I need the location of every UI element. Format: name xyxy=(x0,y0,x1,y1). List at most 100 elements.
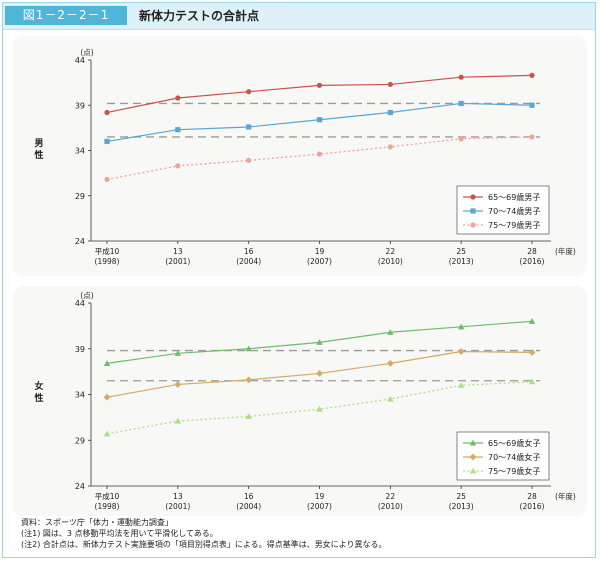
x-tick-label: 16 xyxy=(244,247,254,256)
x-tick-label: 25 xyxy=(456,247,466,256)
y-tick-label: 24 xyxy=(75,237,85,246)
footnotes: 資料：スポーツ庁「体力・運動能力調査」 (注1) 図は、3 点移動平均法を用いて… xyxy=(21,517,386,550)
data-point xyxy=(104,138,110,145)
y-tick-label: 34 xyxy=(75,391,85,400)
figure-number: 図1－2－2－1 xyxy=(5,6,127,25)
y-tick-label: 39 xyxy=(75,101,85,110)
legend-marker xyxy=(469,467,477,474)
data-point xyxy=(387,109,393,116)
x-tick-label: 19 xyxy=(315,247,325,256)
legend-marker xyxy=(469,453,477,461)
data-point xyxy=(316,370,323,377)
x-tick-label: 25 xyxy=(456,492,466,501)
data-point xyxy=(458,74,464,80)
male-chart-panel: 24 29 34 39 44 (点) 平成10 (1998) 13 (2001) 16 (2004) 1… xyxy=(13,36,587,276)
data-point xyxy=(245,376,253,384)
data-point xyxy=(316,151,323,157)
x-tick-label-year: (2016) xyxy=(520,257,545,266)
figure-frame: 図1－2－2－1 新体力テストの合計点 24 29 34 39 44 (点) 平成10 (19… xyxy=(2,2,596,558)
series-line xyxy=(106,136,533,181)
data-point xyxy=(316,339,323,345)
data-point xyxy=(175,127,181,133)
x-tick-label-year: (2013) xyxy=(449,257,474,266)
data-point xyxy=(386,359,394,367)
data-point xyxy=(174,381,182,388)
data-point xyxy=(316,82,323,88)
x-tick-label: 28 xyxy=(527,247,537,256)
x-tick-label: 13 xyxy=(173,492,183,501)
series-line xyxy=(106,74,533,114)
y-tick-label: 44 xyxy=(75,56,85,65)
x-tick-label-year: (2010) xyxy=(378,257,403,266)
figure-title: 新体力テストの合計点 xyxy=(139,9,260,23)
panel-label: 女 xyxy=(34,380,43,392)
x-axis-label: (年度) xyxy=(555,246,576,256)
legend-marker xyxy=(470,222,476,228)
panel-label: 性 xyxy=(34,392,43,404)
x-tick-label: 16 xyxy=(244,492,254,501)
data-point xyxy=(529,134,535,140)
data-point xyxy=(528,318,536,324)
x-tick-label: 13 xyxy=(173,247,183,256)
legend-marker xyxy=(469,439,477,446)
y-tick-label: 24 xyxy=(75,482,85,491)
data-point xyxy=(103,393,111,401)
legend-label: 70～74歳女子 xyxy=(488,452,540,462)
legend-label: 75～79歳男子 xyxy=(488,220,540,230)
panel-label: 性 xyxy=(34,149,43,161)
legend-label: 65～69歳男子 xyxy=(488,192,540,202)
x-tick-label-year: (2013) xyxy=(449,502,474,511)
data-point xyxy=(457,348,465,355)
data-point xyxy=(316,117,323,123)
data-point xyxy=(245,413,252,420)
data-point xyxy=(174,417,182,424)
y-tick-label: 34 xyxy=(75,147,85,156)
female-line-chart: 24 29 34 39 44(点) 平成10(1998) 13(2001) 16(2004) 1… xyxy=(34,291,576,511)
data-point xyxy=(387,144,393,150)
legend: 65～69歳女子 70～74歳女子 75～79歳女子 xyxy=(456,431,550,481)
female-chart-panel: 24 29 34 39 44 (点) 平成10 (1998) 13 (2001) 16 (2004) 1… xyxy=(13,286,587,516)
x-tick-label-year: (2004) xyxy=(236,502,261,511)
male-line-chart: 24 29 34 39 44(点) 平成10(1998) 13(2001) 16(2004) 1… xyxy=(34,48,576,266)
x-tick-label-year: (1998) xyxy=(95,257,120,266)
x-axis-label: (年度) xyxy=(555,491,576,501)
x-tick-label: 22 xyxy=(386,247,396,256)
data-point xyxy=(174,350,182,356)
data-point xyxy=(458,100,464,107)
x-tick-label: 22 xyxy=(386,492,396,501)
data-point xyxy=(103,430,111,437)
legend: 65～69歳男子 70～74歳男子 75～79歳男子 xyxy=(456,185,550,235)
source-note: 資料：スポーツ庁「体力・運動能力調査」 xyxy=(21,518,173,527)
series-line xyxy=(106,102,533,143)
data-point xyxy=(529,72,535,78)
data-point xyxy=(457,382,465,388)
x-tick-label-year: (2007) xyxy=(307,502,332,511)
data-point xyxy=(529,102,535,108)
x-tick-label: 平成10 xyxy=(95,246,120,256)
legend-label: 75～79歳女子 xyxy=(488,466,540,476)
y-tick-label: 39 xyxy=(75,345,85,354)
footnote-1: (注1) 図は、3 点移動平均法を用いて平滑化してある。 xyxy=(21,529,218,538)
x-tick-label-year: (1998) xyxy=(95,502,120,511)
data-point xyxy=(387,329,394,335)
y-tick-label: 29 xyxy=(75,192,85,201)
data-point xyxy=(246,157,252,164)
data-point xyxy=(316,405,323,412)
data-point xyxy=(458,136,464,142)
data-point xyxy=(245,345,252,352)
x-tick-label-year: (2007) xyxy=(307,257,332,266)
x-tick-label: 19 xyxy=(315,492,325,501)
y-tick-label: 44 xyxy=(75,299,85,308)
data-point xyxy=(104,176,110,183)
data-point xyxy=(175,95,181,101)
figure-header: 図1－2－2－1 新体力テストの合計点 xyxy=(3,3,595,30)
x-tick-label-year: (2001) xyxy=(165,257,190,266)
data-point xyxy=(175,163,181,169)
x-tick-label-year: (2001) xyxy=(165,502,190,511)
data-point xyxy=(528,378,536,385)
legend-marker xyxy=(470,194,476,200)
y-tick-label: 29 xyxy=(75,436,85,445)
x-tick-label: 平成10 xyxy=(95,491,120,501)
x-tick-label: 28 xyxy=(527,492,537,501)
x-tick-label-year: (2010) xyxy=(378,502,403,511)
